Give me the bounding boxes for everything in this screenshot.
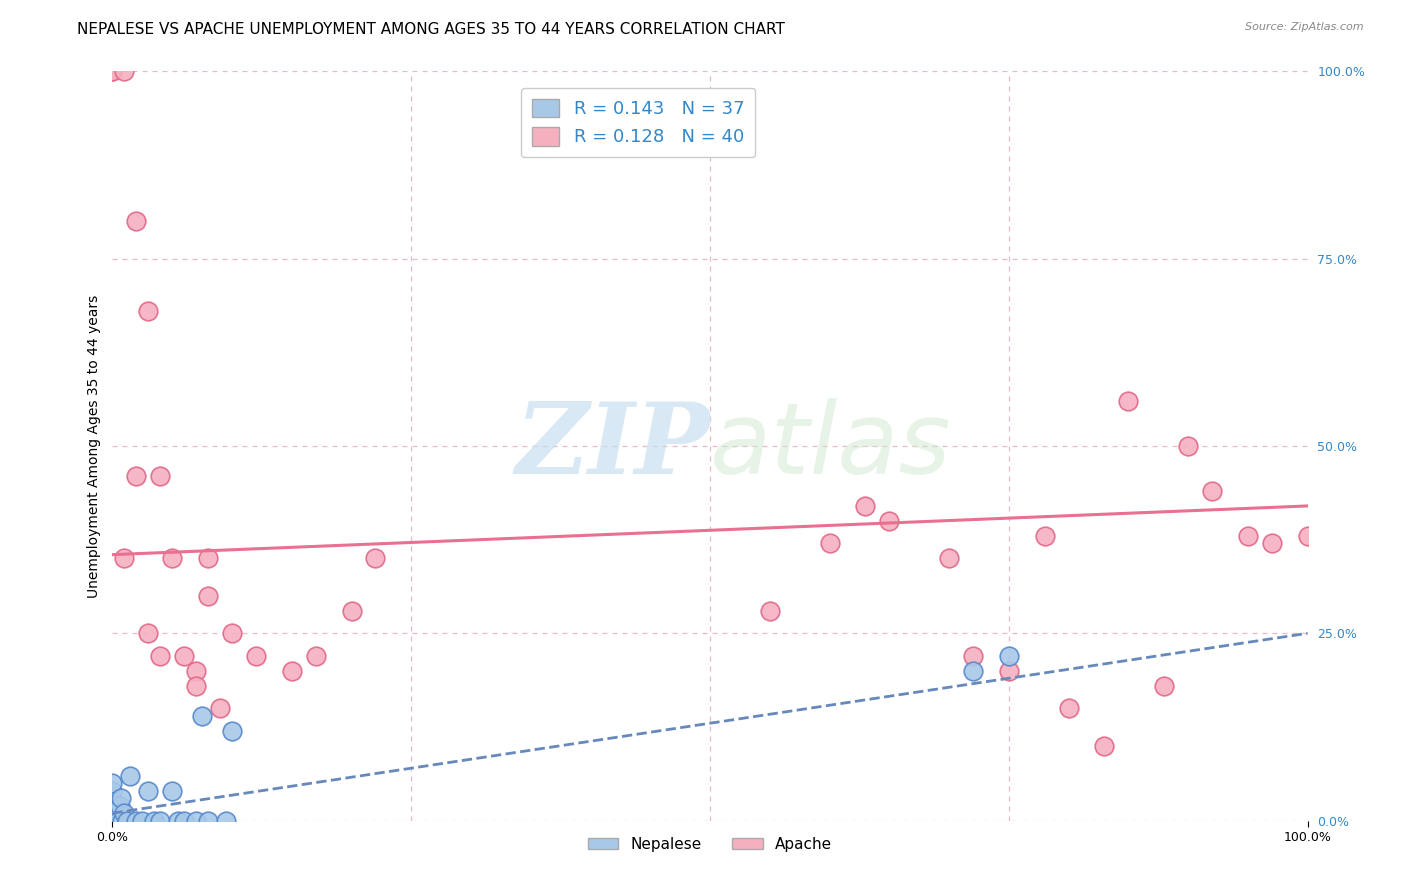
Point (364, 551, 387, 566)
Point (938, 551, 960, 566)
Point (173, 648, 195, 663)
Point (101, 791, 124, 805)
Point (197, 589, 219, 603)
Point (105, 798, 128, 813)
Point (149, 648, 172, 663)
Point (114, 551, 135, 566)
Point (215, 814, 238, 828)
Text: NEPALESE VS APACHE UNEMPLOYMENT AMONG AGES 35 TO 44 YEARS CORRELATION CHART: NEPALESE VS APACHE UNEMPLOYMENT AMONG AG… (77, 22, 785, 37)
Point (1201, 483, 1223, 498)
Point (1094, 739, 1116, 753)
Point (281, 664, 304, 678)
Y-axis label: Unemployment Among Ages 35 to 44 years: Unemployment Among Ages 35 to 44 years (87, 294, 101, 598)
Point (143, 814, 166, 828)
Point (162, 783, 183, 797)
Point (131, 814, 153, 828)
Point (191, 708, 214, 723)
Point (162, 551, 183, 566)
Point (101, 814, 124, 828)
Point (125, 469, 148, 483)
Point (114, 64, 135, 78)
Point (1057, 701, 1080, 715)
Point (221, 626, 243, 640)
Text: atlas: atlas (710, 398, 952, 494)
Point (1177, 439, 1199, 453)
Legend: Nepalese, Apache: Nepalese, Apache (582, 830, 838, 858)
Point (1118, 394, 1140, 409)
Point (149, 814, 172, 828)
Point (101, 64, 124, 78)
Point (855, 499, 877, 513)
Point (962, 648, 984, 663)
Point (1296, 529, 1319, 543)
Point (1153, 679, 1175, 693)
Point (138, 783, 160, 797)
Point (340, 604, 363, 618)
Point (1033, 529, 1056, 543)
Point (138, 626, 160, 640)
Point (101, 814, 124, 828)
Point (114, 806, 135, 821)
Point (107, 814, 129, 828)
Text: ZIP: ZIP (515, 398, 710, 494)
Point (101, 806, 124, 821)
Point (209, 701, 232, 715)
Point (101, 814, 124, 828)
Point (125, 214, 148, 228)
Point (101, 814, 124, 828)
Point (101, 798, 124, 813)
Point (818, 536, 841, 550)
Point (998, 664, 1021, 678)
Point (120, 769, 142, 783)
Point (1237, 529, 1260, 543)
Point (186, 664, 208, 678)
Point (245, 648, 267, 663)
Point (125, 814, 148, 828)
Point (149, 469, 172, 483)
Point (101, 814, 124, 828)
Point (879, 514, 901, 528)
Point (186, 679, 208, 693)
Point (197, 551, 219, 566)
Point (305, 648, 328, 663)
Point (110, 791, 132, 805)
Point (167, 814, 190, 828)
Point (101, 776, 124, 790)
Point (101, 798, 124, 813)
Point (101, 806, 124, 821)
Point (111, 814, 134, 828)
Point (186, 814, 208, 828)
Point (115, 814, 138, 828)
Text: Source: ZipAtlas.com: Source: ZipAtlas.com (1246, 22, 1364, 32)
Point (962, 664, 984, 678)
Point (173, 814, 195, 828)
Point (104, 806, 127, 821)
Point (221, 723, 243, 738)
Point (101, 814, 124, 828)
Point (1261, 536, 1284, 550)
Point (759, 604, 782, 618)
Point (138, 304, 160, 318)
Point (197, 814, 219, 828)
Point (108, 798, 131, 813)
Point (101, 64, 124, 78)
Point (101, 783, 124, 797)
Point (998, 648, 1021, 663)
